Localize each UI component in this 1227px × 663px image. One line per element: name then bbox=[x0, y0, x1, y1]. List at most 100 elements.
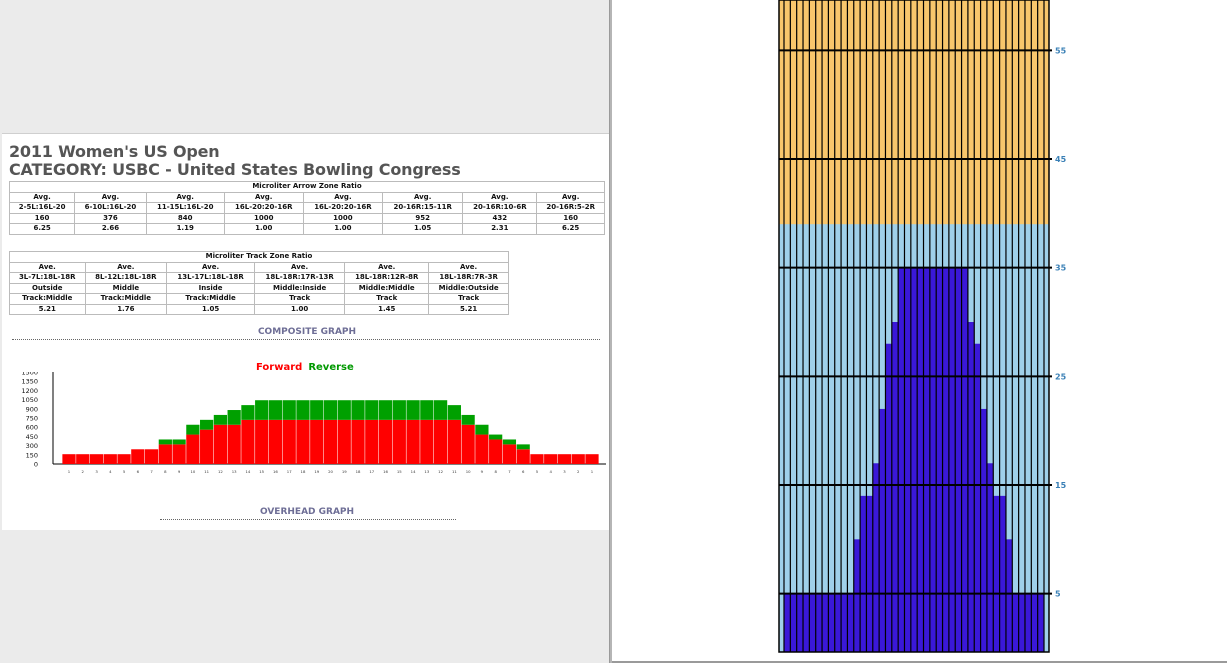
oil-column bbox=[796, 593, 804, 652]
x-tick-label: 19 bbox=[314, 469, 319, 474]
y-tick-label: 900 bbox=[26, 405, 38, 413]
x-tick-label: 7 bbox=[150, 469, 153, 474]
arrow_table-head1-cell: Avg. bbox=[145, 191, 225, 203]
forward-bar bbox=[310, 419, 324, 464]
arrow_table-head2-cell: 16L-20:20-16R bbox=[223, 202, 304, 214]
reverse-bar bbox=[310, 400, 324, 420]
track_table-zone2-cell: Track bbox=[254, 293, 346, 305]
forward-bar bbox=[406, 419, 420, 464]
oil-column bbox=[1031, 593, 1038, 652]
oil-column bbox=[1005, 539, 1013, 652]
forward-bar bbox=[489, 439, 503, 464]
arrow_table-value-cell: 1000 bbox=[223, 212, 304, 224]
arrow_table-value-cell: 840 bbox=[145, 212, 225, 224]
oil-column bbox=[885, 343, 892, 652]
foot-tick-label: 45 bbox=[1055, 155, 1067, 164]
track_table-ratio-cell: 5.21 bbox=[9, 303, 86, 315]
forward-bar bbox=[516, 449, 530, 464]
forward-bar bbox=[365, 419, 379, 464]
forward-bar bbox=[433, 419, 448, 464]
track_table-zone1-cell: Middle bbox=[84, 282, 168, 294]
arrow_table-head2-cell: 2-5L:16L-20 bbox=[8, 202, 76, 214]
x-tick-label: 14 bbox=[245, 469, 250, 474]
forward-bar bbox=[158, 444, 172, 464]
reverse-bar bbox=[489, 434, 503, 440]
track_table-head2-cell: 13L-17L:18L-18R bbox=[166, 272, 256, 284]
arrow_table-head1-cell: Avg. bbox=[536, 191, 605, 203]
x-tick-label: 5 bbox=[536, 469, 539, 474]
track_table-zone1-cell: Middle:Inside bbox=[254, 282, 346, 294]
x-tick-label: 15 bbox=[397, 469, 402, 474]
forward-bar bbox=[544, 454, 558, 464]
foot-tick-label: 15 bbox=[1055, 481, 1067, 490]
reverse-bar bbox=[186, 424, 200, 435]
oil-column bbox=[803, 593, 810, 652]
oil-column bbox=[841, 593, 848, 652]
reverse-bar bbox=[502, 439, 517, 445]
oil-column bbox=[948, 267, 956, 652]
oil-column bbox=[815, 593, 823, 652]
oil-column bbox=[834, 593, 842, 652]
reverse-bar bbox=[461, 414, 475, 425]
arrow_table-head1-cell: Avg. bbox=[462, 191, 538, 203]
x-tick-label: 6 bbox=[522, 469, 525, 474]
track_table-zone2-cell: Track bbox=[428, 293, 509, 305]
pane-divider[interactable] bbox=[610, 0, 612, 663]
forward-bar bbox=[172, 444, 186, 464]
arrow-value-row: 160 376 840 1000 1000 952 432 160 bbox=[8, 212, 605, 224]
oil-column bbox=[809, 593, 816, 652]
foot-tick-label: 55 bbox=[1055, 46, 1067, 55]
track-table-caption: Microliter Track Zone Ratio bbox=[9, 251, 509, 263]
x-tick-label: 7 bbox=[508, 469, 511, 474]
oil-column bbox=[955, 267, 962, 652]
forward-bar bbox=[392, 419, 406, 464]
page-title: 2011 Women's US Open bbox=[9, 142, 220, 161]
arrow_table-ratio-cell: 1.00 bbox=[302, 223, 383, 235]
oil-column bbox=[980, 408, 987, 652]
track-header-row-2: 3L-7L:18L-18R 8L-12L:18L-18R 13L-17L:18L-1… bbox=[9, 272, 509, 284]
oil-column bbox=[828, 593, 835, 652]
track_table-head2-cell: 8L-12L:18L-18R bbox=[84, 272, 168, 284]
track_table-zone1-cell: Outside bbox=[9, 282, 86, 294]
y-tick-label: 300 bbox=[26, 442, 38, 450]
arrow_table-head1-cell: Avg. bbox=[302, 191, 383, 203]
x-tick-label: 1 bbox=[591, 469, 594, 474]
forward-bar bbox=[227, 424, 241, 464]
oil-column bbox=[872, 463, 880, 652]
track-zone-row-2: Track:Middle Track:Middle Track:Middle Trac… bbox=[9, 293, 509, 305]
track_table-ratio-cell: 5.21 bbox=[428, 303, 509, 315]
x-tick-label: 16 bbox=[383, 469, 388, 474]
track_table-zone2-cell: Track:Middle bbox=[9, 293, 86, 305]
reverse-bar bbox=[447, 405, 461, 420]
foot-tick-label: 35 bbox=[1055, 264, 1067, 273]
track_table-head1-cell: Ave. bbox=[428, 261, 509, 273]
oil-column bbox=[993, 495, 1000, 652]
track_table-ratio-cell: 1.45 bbox=[344, 303, 430, 315]
arrow-table-caption: Microliter Arrow Zone Ratio bbox=[9, 181, 605, 193]
reverse-bar bbox=[433, 400, 448, 420]
arrow_table-head2-cell: 6-10L:16L-20 bbox=[74, 202, 147, 214]
reverse-bar bbox=[282, 400, 296, 420]
track_table-zone2-cell: Track bbox=[344, 293, 430, 305]
arrow_table-value-cell: 432 bbox=[462, 212, 538, 224]
x-tick-label: 13 bbox=[424, 469, 429, 474]
legend-forward: Forward bbox=[256, 362, 303, 373]
track_table-ratio-cell: 1.00 bbox=[254, 303, 346, 315]
reverse-bar bbox=[241, 405, 255, 420]
oil-column bbox=[999, 495, 1006, 652]
x-tick-label: 10 bbox=[190, 469, 195, 474]
y-tick-label: 0 bbox=[34, 461, 38, 469]
arrow-zone-ratio-table: Microliter Arrow Zone Ratio Avg. Avg. Avg.… bbox=[8, 181, 605, 235]
reverse-bar bbox=[172, 439, 186, 445]
track_table-zone1-cell: Inside bbox=[166, 282, 256, 294]
arrow-ratio-row: 6.25 2.66 1.19 1.00 1.00 1.05 2.31 6.25 bbox=[8, 223, 605, 235]
oil-column bbox=[790, 593, 797, 652]
oil-column bbox=[866, 495, 873, 652]
arrow_table-head2-cell: 20-16R:10-6R bbox=[462, 202, 538, 214]
reverse-bar bbox=[351, 400, 365, 420]
arrow_table-ratio-cell: 2.66 bbox=[74, 223, 147, 235]
track_table-head1-cell: Ave. bbox=[9, 261, 86, 273]
x-tick-label: 11 bbox=[452, 469, 457, 474]
track-header-row-1: Ave. Ave. Ave. Ave. Ave. Ave. bbox=[9, 261, 509, 273]
oil-column bbox=[974, 343, 981, 652]
